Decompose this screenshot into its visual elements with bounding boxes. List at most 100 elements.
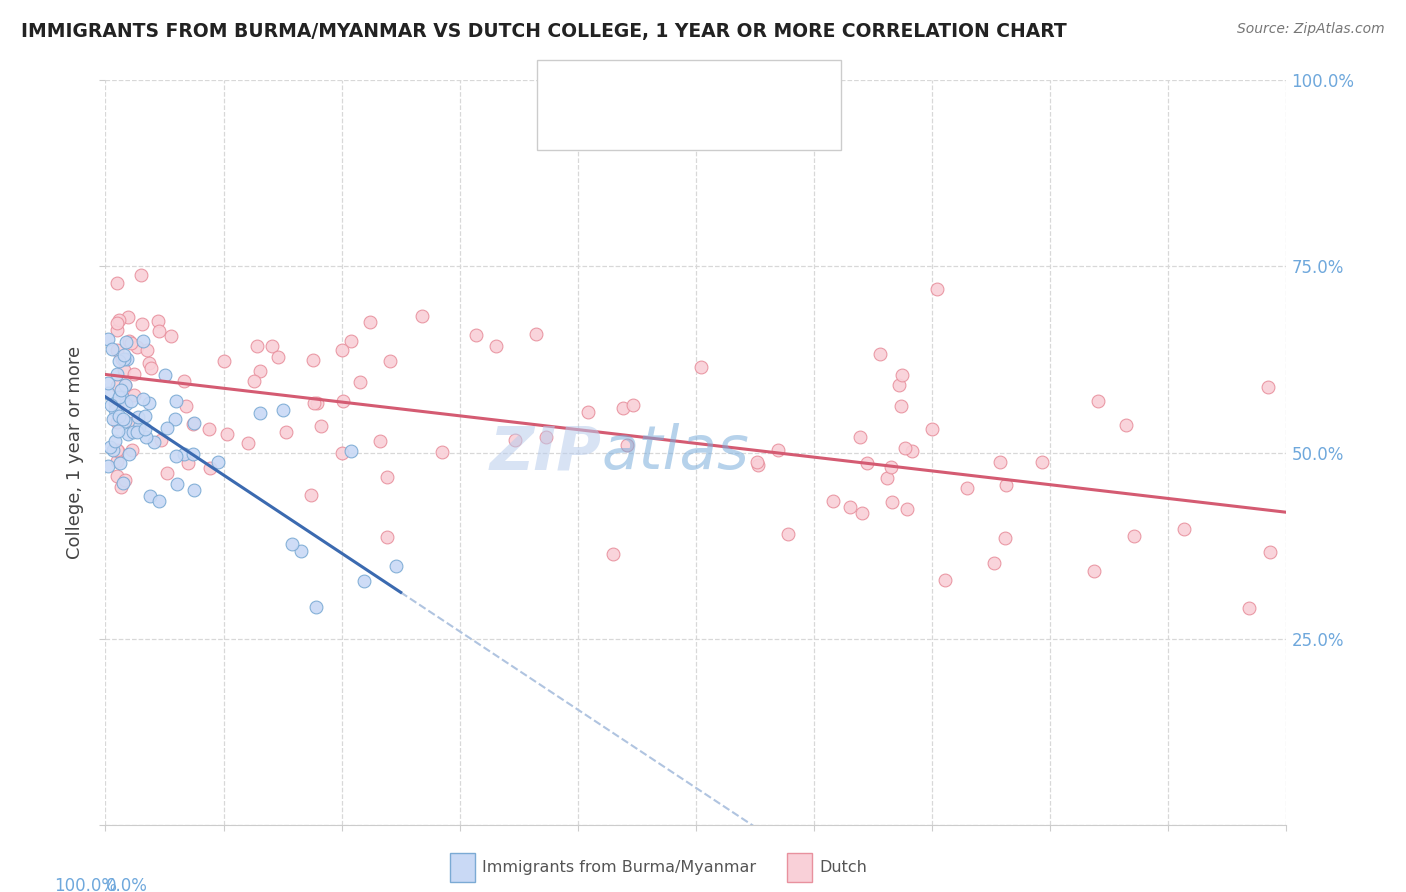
Point <box>112 351 135 366</box>
Point <box>132 392 155 407</box>
Point <box>183 483 205 497</box>
Point <box>305 396 328 410</box>
Point <box>105 323 128 337</box>
Point <box>177 456 200 470</box>
Point <box>856 456 879 470</box>
Bar <box>450 854 475 881</box>
Point <box>994 478 1017 492</box>
Bar <box>787 854 813 881</box>
Point <box>340 334 363 348</box>
Point <box>823 494 845 508</box>
Text: 100.0%: 100.0% <box>55 877 117 892</box>
Point <box>114 378 136 392</box>
Y-axis label: College, 1 year or more: College, 1 year or more <box>66 346 84 559</box>
Point <box>108 456 131 470</box>
Point <box>896 501 918 516</box>
Point <box>105 276 128 290</box>
Point <box>108 313 131 327</box>
Point <box>135 430 157 444</box>
Point <box>311 419 333 434</box>
Point <box>305 599 328 614</box>
Point <box>108 354 131 368</box>
Point <box>876 471 898 485</box>
Point <box>768 443 790 458</box>
Point <box>1257 380 1279 394</box>
Point <box>112 363 135 377</box>
Point <box>150 434 173 448</box>
Point <box>112 348 135 362</box>
Point <box>1173 522 1195 536</box>
Point <box>165 393 187 408</box>
Point <box>122 367 145 381</box>
Point <box>104 403 127 417</box>
Point <box>117 310 139 325</box>
Point <box>339 444 361 458</box>
Point <box>302 395 325 409</box>
Point <box>776 527 799 541</box>
Point <box>142 435 165 450</box>
Point <box>121 443 143 458</box>
Point <box>900 443 922 458</box>
Point <box>934 573 956 587</box>
Point <box>107 444 129 458</box>
Point <box>105 379 128 393</box>
Point <box>602 547 624 561</box>
Point <box>890 399 912 413</box>
Point <box>349 375 371 389</box>
Point <box>217 427 239 442</box>
Bar <box>550 68 591 97</box>
Point <box>166 477 188 491</box>
Point <box>245 339 267 353</box>
Point <box>1031 455 1053 469</box>
Point <box>115 335 138 350</box>
Point <box>112 412 135 426</box>
Point <box>281 537 304 551</box>
Point <box>1122 529 1144 543</box>
Point <box>849 430 872 444</box>
Point <box>148 493 170 508</box>
Point <box>118 334 141 349</box>
Point <box>114 473 136 487</box>
Point <box>105 316 128 330</box>
Text: IMMIGRANTS FROM BURMA/MYANMAR VS DUTCH COLLEGE, 1 YEAR OR MORE CORRELATION CHART: IMMIGRANTS FROM BURMA/MYANMAR VS DUTCH C… <box>21 22 1067 41</box>
Point <box>108 390 131 404</box>
Point <box>378 354 401 368</box>
Point <box>115 397 138 411</box>
Point <box>110 480 132 494</box>
Point <box>485 339 508 353</box>
Point <box>125 425 148 439</box>
Point <box>385 558 408 573</box>
Point <box>368 434 391 448</box>
Point <box>114 414 136 428</box>
Point <box>332 394 354 409</box>
Point <box>267 350 290 364</box>
Point <box>132 334 155 348</box>
Point <box>576 405 599 419</box>
Point <box>375 470 398 484</box>
Point <box>105 415 128 429</box>
Point <box>299 488 322 502</box>
Point <box>98 440 121 454</box>
Point <box>207 454 229 468</box>
Point <box>505 433 527 447</box>
Point <box>117 427 139 442</box>
Point <box>359 315 381 329</box>
Point <box>120 336 142 351</box>
Point <box>276 425 298 440</box>
Point <box>988 455 1011 469</box>
Point <box>173 374 195 388</box>
Point <box>121 417 143 431</box>
Point <box>375 531 398 545</box>
Point <box>101 442 124 457</box>
Point <box>129 268 152 282</box>
Point <box>111 390 134 404</box>
Point <box>200 461 222 475</box>
Point <box>330 343 353 358</box>
Point <box>105 469 128 483</box>
Text: Source: ZipAtlas.com: Source: ZipAtlas.com <box>1237 22 1385 37</box>
Point <box>353 574 375 588</box>
Point <box>101 342 124 356</box>
Point <box>249 406 271 420</box>
Point <box>236 436 259 450</box>
Point <box>105 368 128 382</box>
